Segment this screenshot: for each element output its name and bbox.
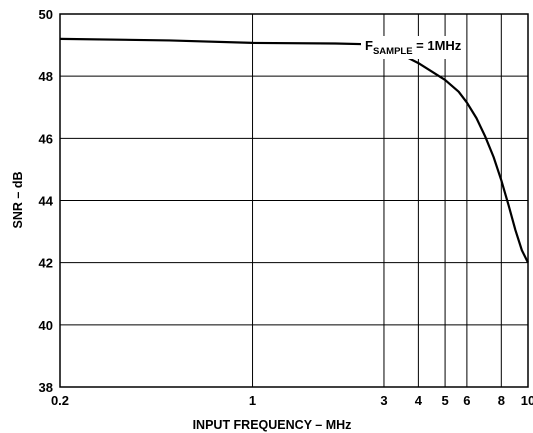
x-tick-label: 5 (441, 393, 448, 408)
y-tick-label: 44 (39, 194, 54, 209)
x-tick-label: 6 (463, 393, 470, 408)
plot-border (59, 13, 529, 388)
y-tick-label: 48 (39, 69, 53, 84)
annotation-prefix: F (365, 38, 373, 53)
y-tick-label: 42 (39, 256, 53, 271)
x-tick-label: 8 (498, 393, 505, 408)
x-tick-label: 10 (521, 393, 533, 408)
x-tick-labels: 0.2 1 3 4 5 6 8 10 (51, 393, 533, 408)
annotation-suffix: = 1MHz (413, 38, 462, 53)
series-line-0 (59, 37, 529, 264)
y-tick-label: 46 (39, 131, 53, 146)
series-group (59, 37, 529, 264)
sample-frequency-annotation: FSAMPLE = 1MHz (365, 38, 462, 57)
y-tick-label: 38 (39, 380, 53, 395)
y-axis-title: SNR – dB (11, 172, 25, 229)
y-tick-label: 50 (39, 7, 53, 22)
annotation-subscript: SAMPLE (373, 46, 413, 57)
annotation-background (361, 36, 466, 59)
grid-lines (60, 14, 528, 387)
x-tick-label: 1 (249, 393, 256, 408)
x-tick-label: 3 (380, 393, 387, 408)
plot-frame (59, 13, 529, 388)
y-tick-labels: 38 40 42 44 46 48 50 (39, 7, 54, 395)
x-axis-title: INPUT FREQUENCY – MHz (193, 418, 352, 432)
x-tick-label: 0.2 (51, 393, 69, 408)
x-tick-label: 4 (415, 393, 423, 408)
y-tick-label: 40 (39, 318, 53, 333)
